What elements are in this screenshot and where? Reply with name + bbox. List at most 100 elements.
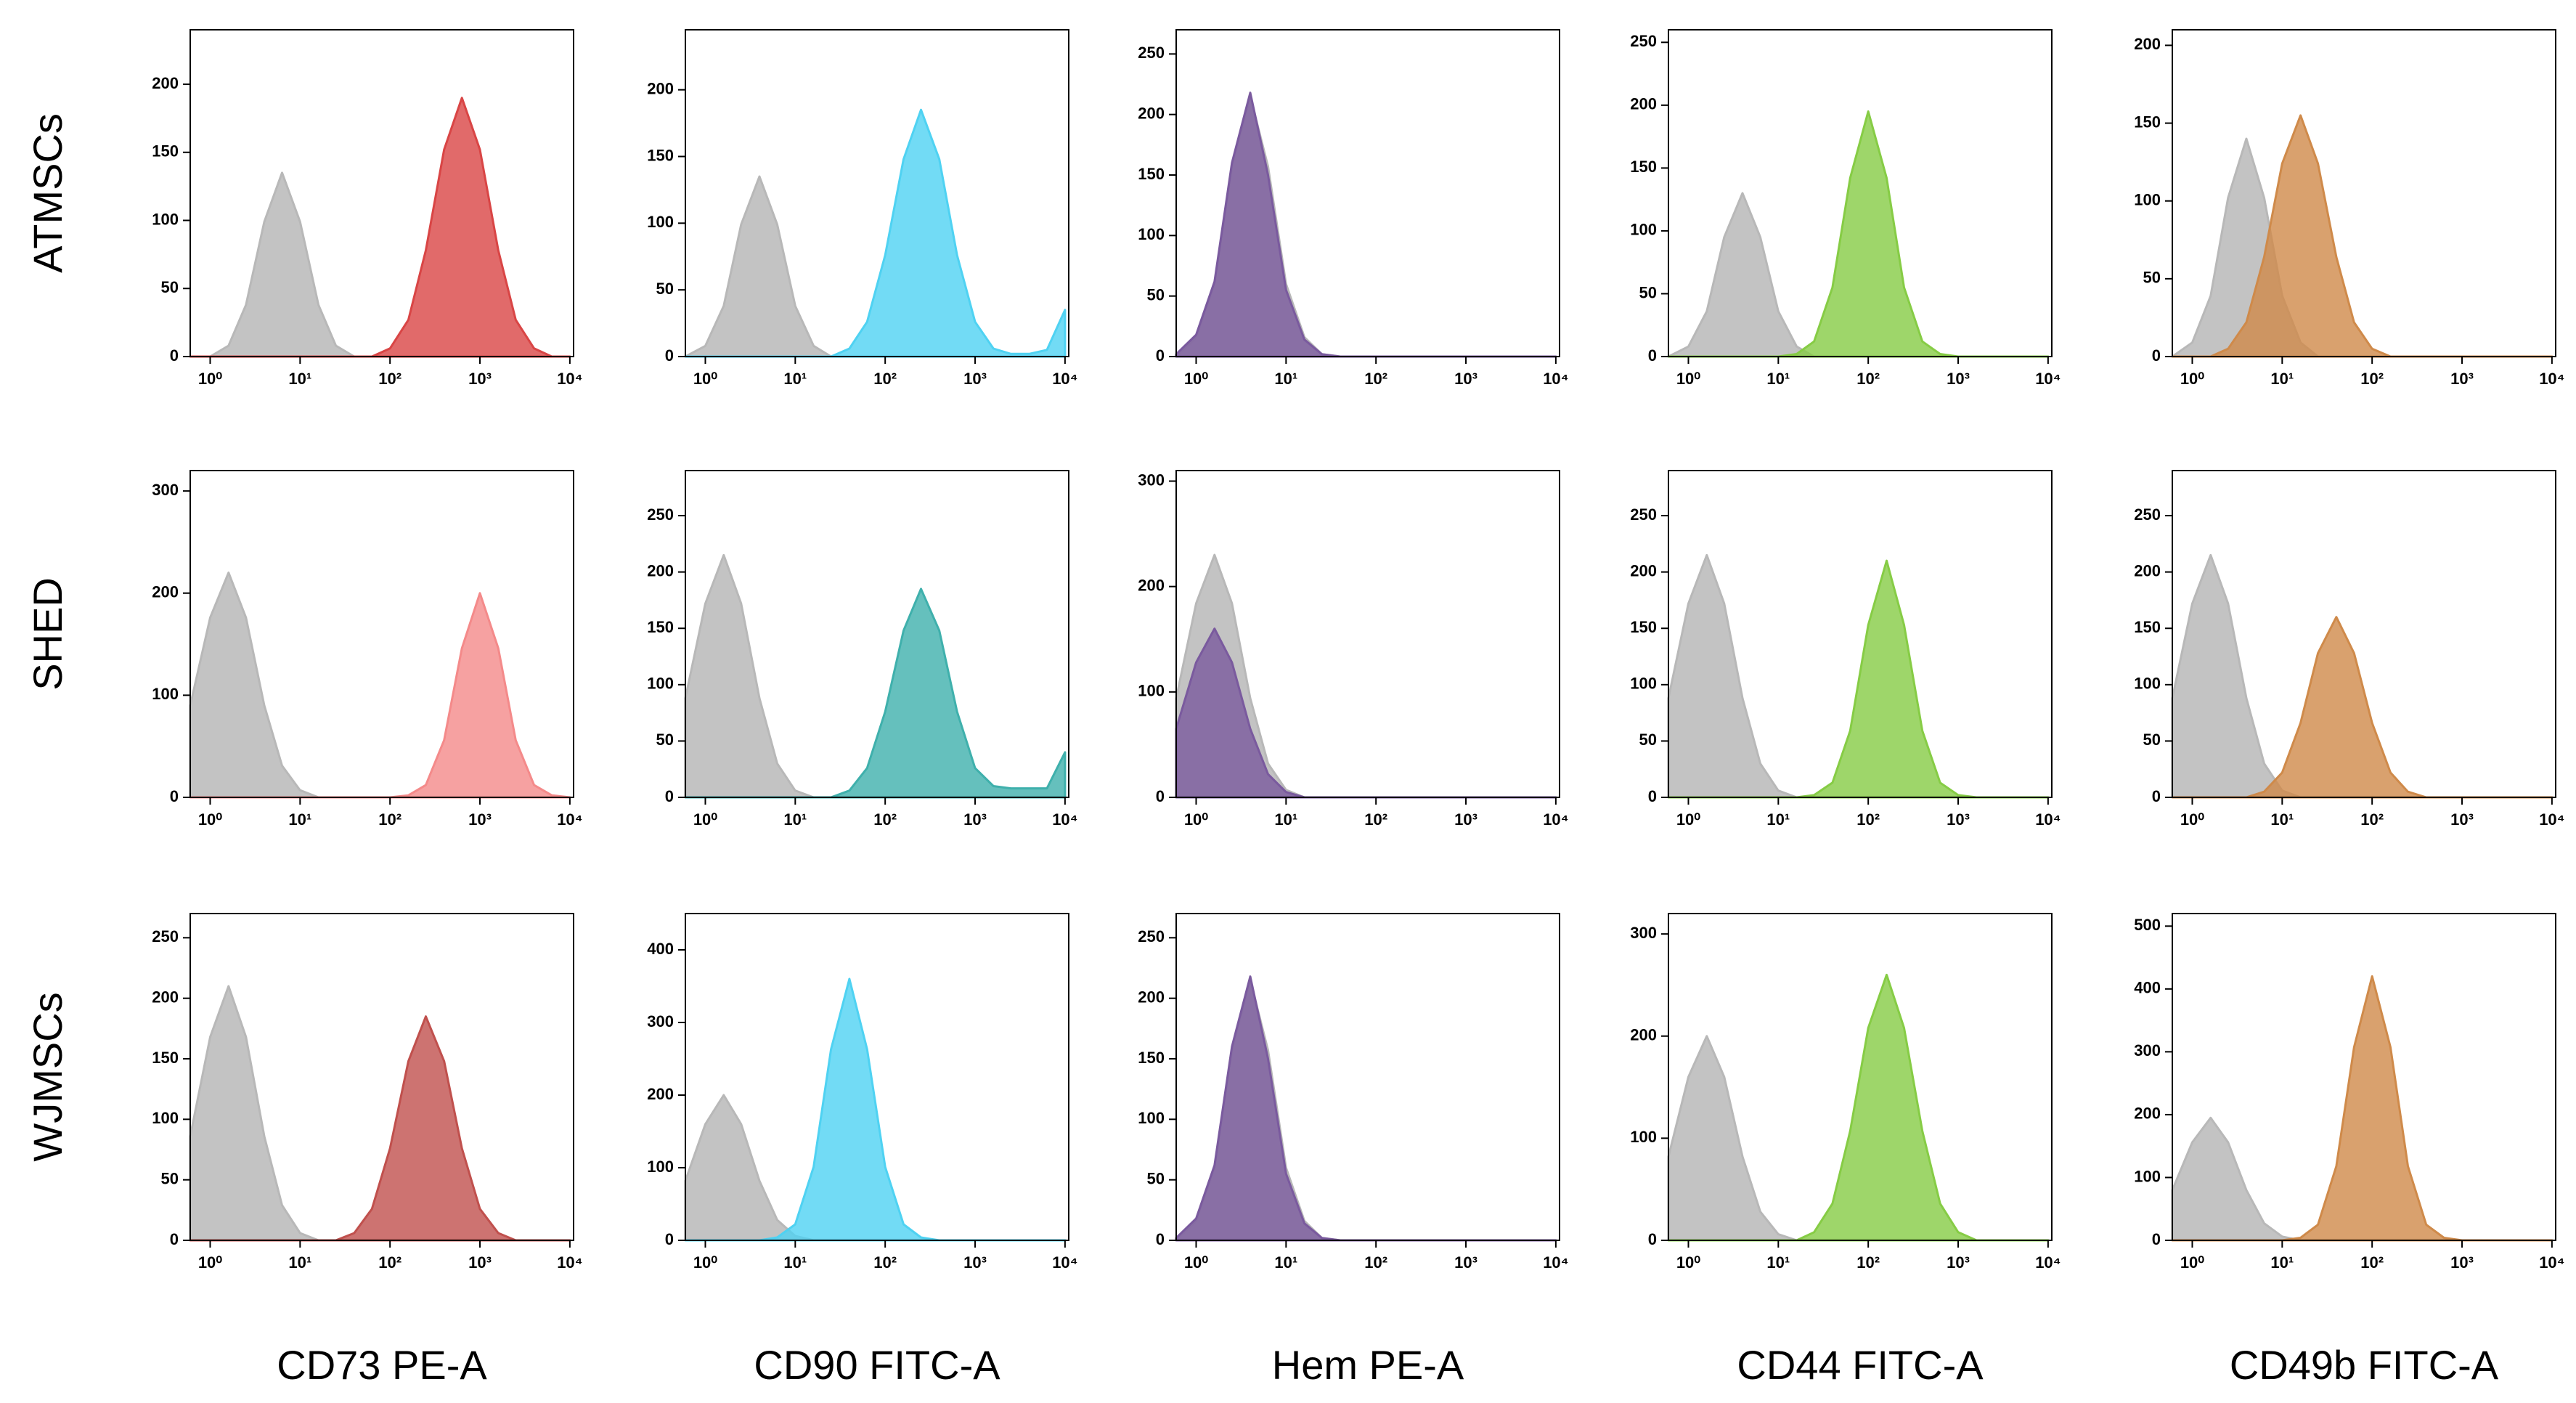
y-tick-label: 100 <box>1630 675 1657 693</box>
x-tick-label: 10⁰ <box>198 810 222 829</box>
x-tick-label: 10¹ <box>1274 810 1297 829</box>
x-tick-label: 10⁰ <box>198 1253 222 1272</box>
x-tick-label: 10⁴ <box>1052 370 1077 388</box>
y-tick-label: 100 <box>647 1158 674 1176</box>
x-tick-label: 10³ <box>2450 1253 2474 1272</box>
y-tick-label: 200 <box>2134 561 2161 580</box>
y-tick-label: 50 <box>2143 731 2161 749</box>
x-tick-label: 10¹ <box>783 810 807 829</box>
x-tick-label: 10⁰ <box>693 1253 717 1272</box>
y-tick-label: 200 <box>1630 561 1657 580</box>
y-tick-label: 100 <box>2134 191 2161 209</box>
y-tick-label: 100 <box>1138 1109 1165 1127</box>
y-tick-label: 100 <box>1138 682 1165 700</box>
y-tick-label: 0 <box>2152 346 2161 365</box>
x-tick-label: 10² <box>1364 810 1387 829</box>
x-tick-label: 10¹ <box>1766 1253 1790 1272</box>
y-tick-label: 0 <box>1648 787 1657 805</box>
x-tick-label: 10³ <box>1947 1253 1970 1272</box>
y-tick-label: 200 <box>2134 35 2161 53</box>
x-axis-label: CD49b FITC-A <box>2230 1342 2499 1388</box>
y-tick-label: 200 <box>2134 1105 2161 1123</box>
plot-frame <box>189 470 574 798</box>
y-tick-label: 0 <box>2152 1230 2161 1248</box>
plot-frame <box>2172 29 2556 357</box>
y-tick-label: 150 <box>647 146 674 164</box>
x-tick-label: 10⁴ <box>1543 1253 1568 1272</box>
x-tick-label: 10² <box>873 810 897 829</box>
y-tick-label: 50 <box>1147 1169 1165 1187</box>
y-tick-label: 150 <box>1630 618 1657 636</box>
y-tick-label: 150 <box>152 1049 179 1067</box>
x-tick-label: 10¹ <box>1274 370 1297 388</box>
x-tick-label: 10⁰ <box>198 370 222 388</box>
x-tick-label: 10⁰ <box>2180 1253 2204 1272</box>
y-tick-label: 50 <box>1639 283 1657 301</box>
x-tick-label: 10⁴ <box>2035 810 2061 829</box>
row-label: SHED <box>25 577 70 691</box>
y-tick-label: 200 <box>647 561 674 580</box>
x-tick-label: 10¹ <box>288 810 311 829</box>
y-tick-label: 300 <box>647 1012 674 1030</box>
x-tick-label: 10⁰ <box>1676 1253 1700 1272</box>
x-tick-label: 10⁴ <box>557 810 582 829</box>
y-tick-label: 300 <box>1138 471 1165 489</box>
y-tick-label: 500 <box>2134 916 2161 934</box>
y-tick-label: 0 <box>170 1230 179 1248</box>
x-tick-label: 10² <box>873 1253 897 1272</box>
y-tick-label: 400 <box>647 940 674 958</box>
x-tick-label: 10² <box>378 1253 402 1272</box>
y-tick-label: 150 <box>2134 113 2161 131</box>
y-tick-label: 200 <box>152 74 179 92</box>
y-tick-label: 50 <box>1147 285 1165 304</box>
y-tick-label: 300 <box>152 481 179 499</box>
x-tick-label: 10² <box>378 810 402 829</box>
y-tick-label: 200 <box>647 79 674 97</box>
y-tick-label: 250 <box>2134 505 2161 524</box>
y-tick-label: 100 <box>1138 225 1165 243</box>
x-tick-label: 10³ <box>2450 810 2474 829</box>
plot-frame <box>685 29 1069 357</box>
plot-frame <box>1668 470 2053 798</box>
x-tick-label: 10¹ <box>783 1253 807 1272</box>
plot-frame <box>1668 29 2053 357</box>
x-tick-label: 10² <box>1856 810 1880 829</box>
x-tick-label: 10³ <box>1947 810 1970 829</box>
y-tick-label: 250 <box>1630 505 1657 524</box>
y-tick-label: 200 <box>1138 988 1165 1006</box>
x-tick-label: 10⁴ <box>2539 810 2564 829</box>
plot-frame <box>1668 913 2053 1241</box>
x-tick-label: 10³ <box>1454 370 1477 388</box>
y-tick-label: 100 <box>152 1109 179 1127</box>
y-tick-label: 100 <box>2134 1167 2161 1185</box>
plot-frame <box>189 913 574 1241</box>
x-tick-label: 10⁴ <box>1052 1253 1077 1272</box>
x-tick-label: 10² <box>2360 1253 2384 1272</box>
x-tick-label: 10³ <box>963 810 987 829</box>
y-tick-label: 200 <box>1630 95 1657 113</box>
y-tick-label: 100 <box>152 685 179 703</box>
plot-frame <box>1175 913 1560 1241</box>
y-tick-label: 200 <box>152 583 179 601</box>
x-tick-label: 10³ <box>468 1253 492 1272</box>
x-tick-label: 10¹ <box>1274 1253 1297 1272</box>
y-tick-label: 150 <box>1138 165 1165 183</box>
y-tick-label: 0 <box>665 346 674 365</box>
y-tick-label: 150 <box>647 618 674 636</box>
y-tick-label: 400 <box>2134 979 2161 997</box>
x-tick-label: 10² <box>873 370 897 388</box>
y-tick-label: 50 <box>656 280 674 298</box>
x-tick-label: 10⁴ <box>2035 370 2061 388</box>
y-tick-label: 250 <box>1138 927 1165 946</box>
x-tick-label: 10³ <box>1947 370 1970 388</box>
plot-frame <box>189 29 574 357</box>
x-tick-label: 10⁰ <box>1676 370 1700 388</box>
y-tick-label: 50 <box>161 278 179 296</box>
y-tick-label: 0 <box>1648 1230 1657 1248</box>
x-tick-label: 10⁴ <box>557 1253 582 1272</box>
y-tick-label: 0 <box>1156 787 1165 805</box>
y-tick-label: 50 <box>656 731 674 749</box>
x-tick-label: 10¹ <box>288 370 311 388</box>
